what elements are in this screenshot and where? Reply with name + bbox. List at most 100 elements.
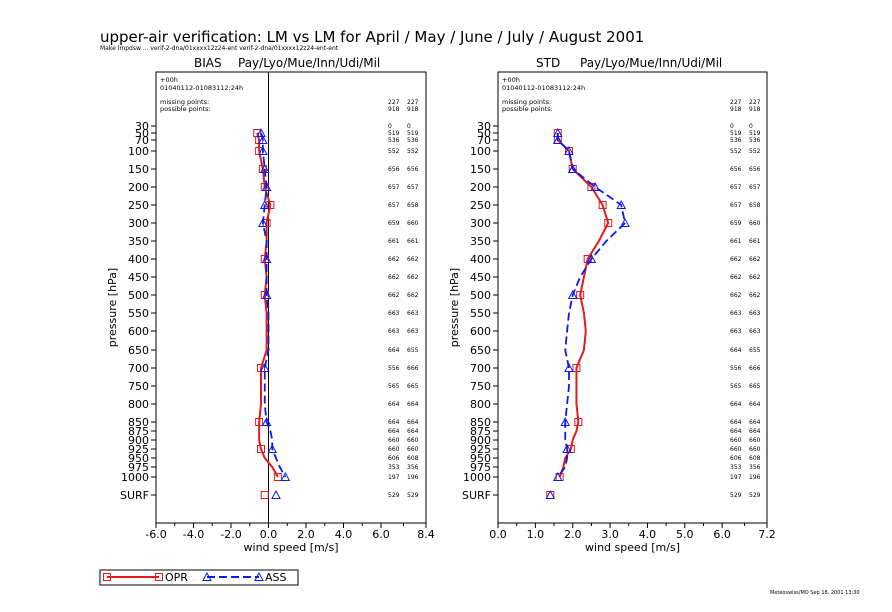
- y-tick-label: 925: [128, 443, 149, 456]
- count-header: 918: [407, 106, 419, 113]
- y-tick-label: 875: [470, 425, 491, 438]
- count-value: 662: [730, 256, 742, 263]
- count-value: 656: [730, 166, 742, 173]
- ass-marker: [258, 145, 268, 155]
- count-value: 662: [407, 292, 419, 299]
- ass-marker: [545, 489, 556, 499]
- y-tick-label: 550: [128, 307, 149, 320]
- ass-marker: [259, 362, 270, 372]
- x-tick-label: 7.2: [758, 528, 776, 541]
- count-value: 662: [388, 292, 400, 299]
- count-value: 353: [388, 464, 400, 471]
- x-tick-label: -4.0: [183, 528, 204, 541]
- legend-label-ass: ASS: [265, 571, 287, 584]
- ass-marker: [267, 443, 278, 453]
- count-value: 356: [749, 464, 761, 471]
- count-value: 664: [730, 347, 742, 354]
- count-value: 536: [407, 137, 419, 144]
- count-value: 661: [388, 238, 400, 245]
- y-tick-label: 30: [477, 120, 491, 133]
- legend: OPR ASS: [99, 569, 299, 586]
- count-value: 608: [407, 455, 419, 462]
- y-tick-label: 550: [470, 307, 491, 320]
- y-tick-label: 700: [128, 362, 149, 375]
- ass-marker: [567, 163, 578, 173]
- count-value: 660: [388, 446, 400, 453]
- chart-panel-bias: BIAS Pay/Lyo/Mue/Inn/Udi/Mil -6.0 -4.0 -2.0 0…: [106, 56, 435, 554]
- y-axis-label: pressure [hPa]: [106, 268, 119, 347]
- x-tick-label: 6.0: [372, 528, 390, 541]
- count-value: 356: [407, 464, 419, 471]
- y-tick-label: 975: [470, 461, 491, 474]
- ass-marker: [258, 217, 268, 227]
- count-value: 606: [388, 455, 400, 462]
- count-value: 664: [407, 428, 419, 435]
- chart-title: upper-air verification: LM vs LM for Apr…: [100, 28, 645, 46]
- count-value: 660: [407, 437, 419, 444]
- count-value: 664: [749, 428, 761, 435]
- ass-marker: [256, 127, 266, 137]
- count-value: 657: [388, 202, 400, 209]
- y-tick-label: 200: [128, 181, 149, 194]
- opr-marker: [604, 219, 613, 227]
- count-value: 664: [730, 401, 742, 408]
- count-value: 664: [749, 419, 761, 426]
- y-tick-label: 350: [470, 235, 491, 248]
- count-value: 659: [730, 220, 742, 227]
- y-tick-label: 650: [470, 344, 491, 357]
- x-tick-label: -6.0: [145, 528, 166, 541]
- plot-frame: [155, 71, 427, 524]
- y-tick-label: 700: [470, 362, 491, 375]
- count-value: 659: [388, 220, 400, 227]
- count-value: 529: [749, 492, 761, 499]
- count-value: 660: [749, 446, 761, 453]
- count-value: 660: [407, 220, 419, 227]
- info-text: missing points:: [502, 98, 551, 106]
- y-tick-label: 600: [470, 325, 491, 338]
- info-text: possible points:: [160, 105, 211, 113]
- count-value: 529: [388, 492, 400, 499]
- count-value: 662: [730, 274, 742, 281]
- timestamp: Meteoswiss/MO Sep 18, 2001 13:30: [770, 590, 860, 596]
- y-tick-label: 400: [470, 253, 491, 266]
- ass-marker: [280, 471, 291, 481]
- y-tick-label: 900: [128, 434, 149, 447]
- y-tick-label: 400: [128, 253, 149, 266]
- x-axis-label: wind speed [m/s]: [244, 541, 339, 554]
- opr-marker: [576, 291, 585, 299]
- x-tick-label: 3.0: [601, 528, 619, 541]
- y-tick-label: 50: [135, 127, 149, 140]
- y-tick-label: 875: [128, 425, 149, 438]
- ass-marker: [567, 289, 578, 299]
- count-header: 227: [749, 99, 761, 106]
- x-tick-label: 2.0: [564, 528, 582, 541]
- count-value: 519: [749, 130, 761, 137]
- y-tick-label: 70: [477, 134, 491, 147]
- count-value: 660: [407, 446, 419, 453]
- count-value: 656: [407, 166, 419, 173]
- count-value: 664: [730, 428, 742, 435]
- x-tick-label: 1.0: [527, 528, 545, 541]
- count-value: 608: [749, 455, 761, 462]
- x-tick-label: 4.0: [639, 528, 657, 541]
- y-tick-label: 750: [470, 380, 491, 393]
- info-text: +00h: [502, 76, 520, 84]
- count-value: 197: [388, 474, 400, 481]
- count-value: 662: [749, 256, 761, 263]
- ass-marker: [261, 289, 272, 299]
- count-value: 663: [388, 328, 400, 335]
- legend-marker: [103, 573, 111, 581]
- y-tick-label: SURF: [120, 489, 149, 502]
- chart-panel-std: STD Pay/Lyo/Mue/Inn/Udi/Mil 0.0 1.0 2.0 3.0 4.…: [448, 56, 776, 554]
- info-text: +00h: [160, 76, 178, 84]
- y-tick-label: 350: [128, 235, 149, 248]
- ass-marker: [564, 145, 574, 155]
- count-value: 536: [730, 137, 742, 144]
- count-value: 196: [407, 474, 419, 481]
- count-value: 663: [407, 328, 419, 335]
- count-value: 663: [730, 310, 742, 317]
- ass-marker: [271, 489, 281, 499]
- panel-stations: Pay/Lyo/Mue/Inn/Udi/Mil: [580, 56, 722, 70]
- count-value: 655: [749, 347, 761, 354]
